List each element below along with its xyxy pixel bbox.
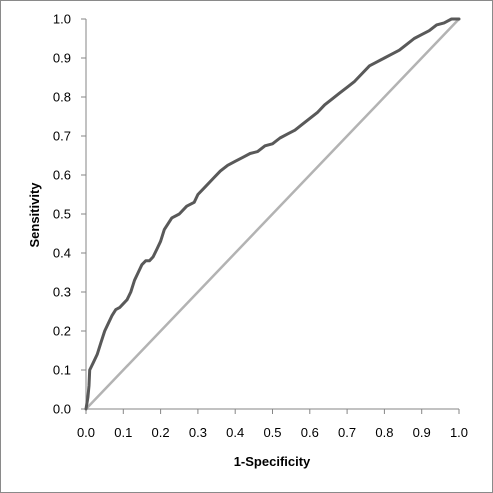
x-tick-label: 0.8	[375, 425, 393, 440]
x-tick-label: 0.2	[152, 425, 170, 440]
plot-area	[81, 17, 461, 414]
reference-diagonal-line	[84, 17, 461, 411]
x-tick-label: 0.0	[77, 425, 95, 440]
x-axis-title: 1-Specificity	[234, 454, 311, 469]
x-tick-label: 0.7	[338, 425, 356, 440]
y-tick-label: 0.8	[53, 90, 71, 105]
y-tick-label: 0.4	[53, 246, 71, 261]
x-tick-label: 1.0	[450, 425, 468, 440]
y-tick-label: 0.6	[53, 168, 71, 183]
y-tick-label: 0.7	[53, 129, 71, 144]
x-tick-label: 0.3	[189, 425, 207, 440]
x-tick-label: 0.5	[263, 425, 281, 440]
y-tick-label: 0.2	[53, 324, 71, 339]
y-tick-label: 0.5	[53, 207, 71, 222]
tick-labels: 0.0 0.1 0.2 0.3 0.4 0.5 0.6 0.7 0.8 0.9 1.0 0.0 0.1 0…	[53, 12, 468, 441]
y-tick-label: 0.3	[53, 285, 71, 300]
y-tick-label: 1.0	[53, 12, 71, 27]
x-tick-label: 0.9	[413, 425, 431, 440]
x-tick-label: 0.1	[114, 425, 132, 440]
y-tick-label: 0.1	[53, 363, 71, 378]
y-axis-title: Sensitivity	[27, 182, 42, 248]
y-tick-label: 0.9	[53, 51, 71, 66]
roc-curve-line	[84, 17, 461, 411]
x-tick-label: 0.4	[226, 425, 244, 440]
y-tick-label: 0.0	[53, 402, 71, 417]
x-tick-label: 0.6	[301, 425, 319, 440]
